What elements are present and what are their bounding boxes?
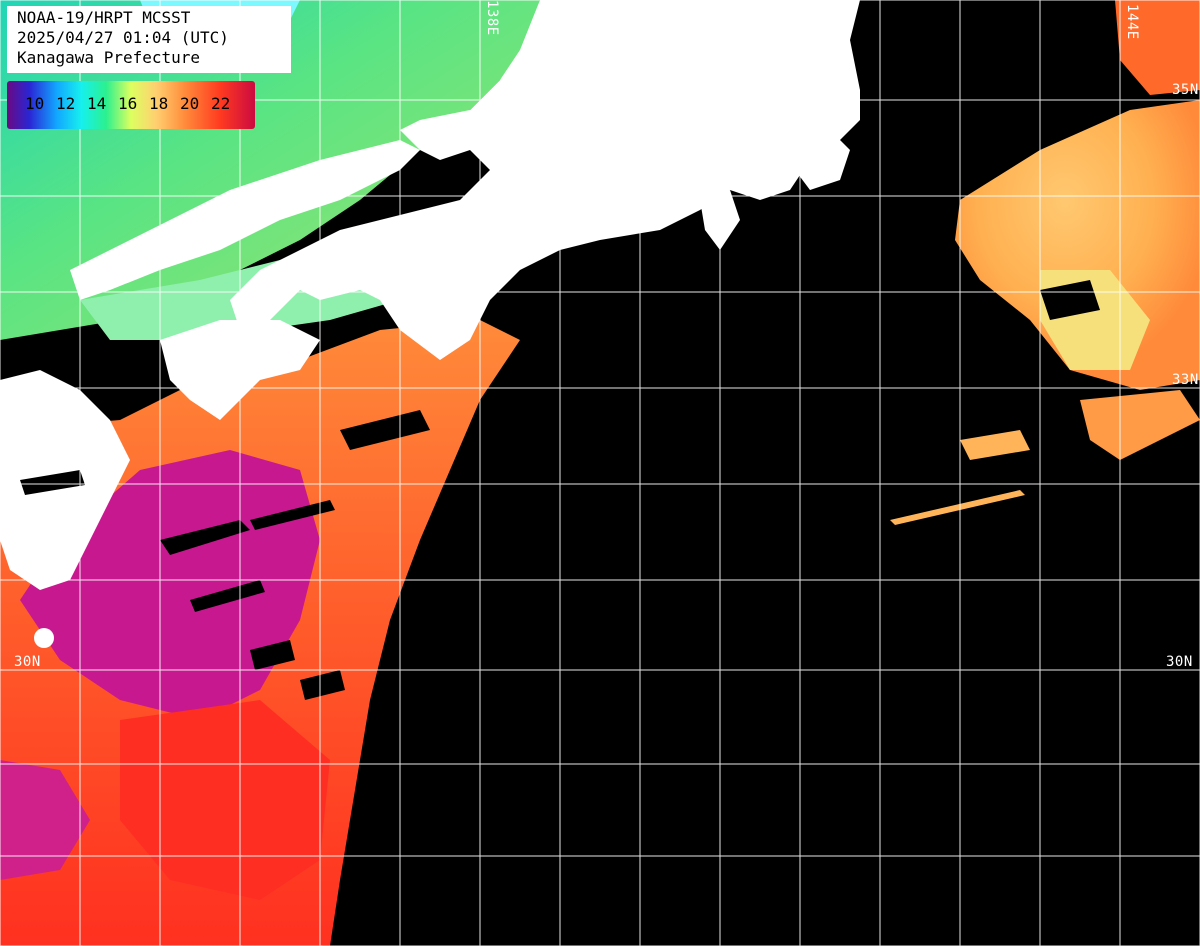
- scale-label-18: 18: [149, 94, 169, 113]
- scale-label-20: 20: [180, 94, 200, 113]
- east-scatter-1: [960, 430, 1030, 460]
- lat-label-30n-left: 30N: [14, 654, 41, 670]
- honshu-land: [230, 0, 860, 360]
- scale-label-10: 10: [25, 94, 45, 113]
- scale-label-14: 14: [87, 94, 107, 113]
- image-info-box: NOAA-19/HRPT MCSST 2025/04/27 01:04 (UTC…: [7, 6, 291, 73]
- southwest-magenta: [0, 760, 90, 880]
- lon-label-138e: 138E: [484, 0, 500, 36]
- lon-label-144e: 144E: [1124, 4, 1140, 40]
- land-mask: [0, 0, 860, 648]
- lat-label-30n-right: 30N: [1166, 654, 1193, 670]
- east-scatter-2: [1080, 390, 1200, 460]
- boso-peninsula: [790, 130, 850, 190]
- lat-label-35n-right: 35N: [1172, 82, 1199, 98]
- southern-red-field: [120, 700, 330, 900]
- timestamp-label: 2025/04/27 01:04 (UTC): [17, 28, 229, 47]
- satellite-product-label: NOAA-19/HRPT MCSST: [17, 8, 191, 27]
- east-top-red: [1115, 0, 1200, 95]
- scale-label-22: 22: [211, 94, 231, 113]
- region-label: Kanagawa Prefecture: [17, 48, 201, 67]
- cloud-gaps: [20, 280, 1100, 700]
- scale-label-12: 12: [56, 94, 76, 113]
- scale-label-16: 16: [118, 94, 138, 113]
- color-scale-labels: 10 12 14 16 18 20 22: [25, 94, 242, 113]
- lat-label-33n-right: 33N: [1172, 372, 1199, 388]
- east-streak: [890, 490, 1025, 525]
- western-honshu-land: [70, 140, 420, 300]
- tanegashima-island: [34, 628, 54, 648]
- temperature-color-scale: 10 12 14 16 18 20 22: [7, 81, 255, 129]
